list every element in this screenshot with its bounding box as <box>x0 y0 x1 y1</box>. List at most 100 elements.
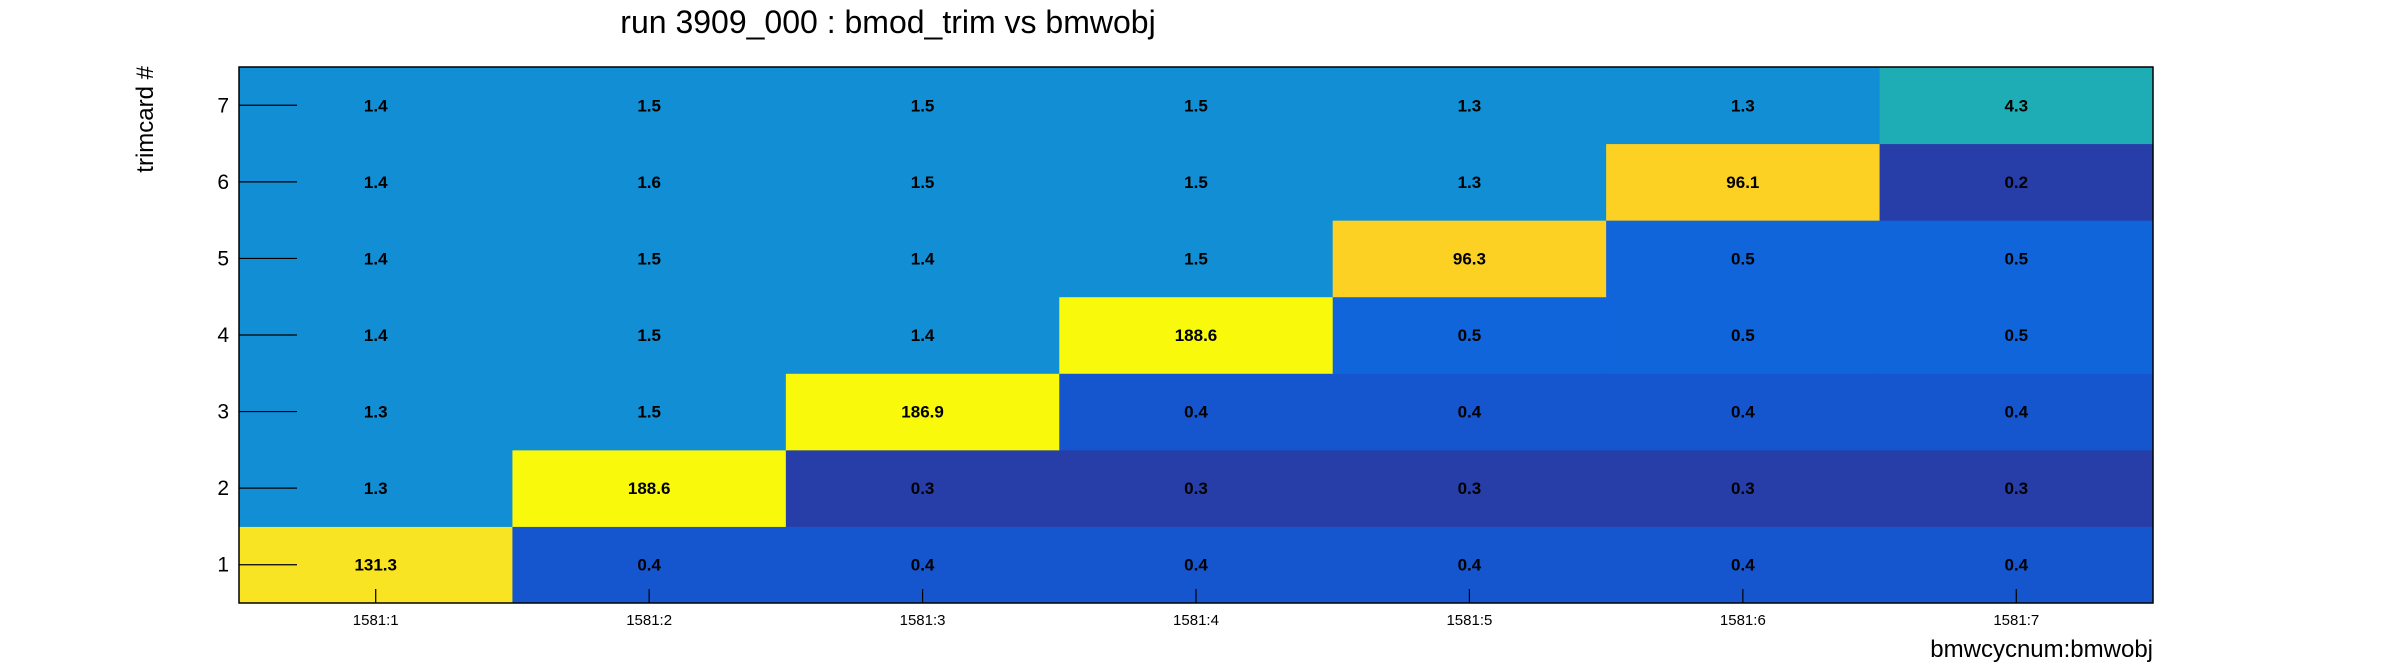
x-tick-label: 1581:6 <box>1720 612 1766 629</box>
cell-value-label: 1.4 <box>911 326 935 345</box>
cell-value-label: 0.4 <box>1731 556 1755 575</box>
cell-value-label: 4.3 <box>2004 96 2028 115</box>
heatmap-cell <box>512 220 787 298</box>
cell-value-label: 1.5 <box>911 173 935 192</box>
cell-value-label: 1.4 <box>911 249 935 268</box>
cell-value-label: 0.2 <box>2004 173 2028 192</box>
heatmap-cell <box>1879 67 2154 145</box>
cell-value-label: 1.3 <box>364 479 388 498</box>
x-tick-label: 1581:4 <box>1173 612 1219 629</box>
cell-value-label: 1.5 <box>1184 249 1208 268</box>
heatmap-cell <box>1332 220 1607 298</box>
x-tick-label: 1581:1 <box>353 612 399 629</box>
cell-value-label: 186.9 <box>901 403 944 422</box>
heatmap-cell <box>1606 373 1881 451</box>
x-tick-label: 1581:2 <box>626 612 672 629</box>
cell-value-label: 1.5 <box>637 326 661 345</box>
heatmap-cell <box>1879 143 2154 221</box>
cell-value-label: 0.4 <box>637 556 661 575</box>
heatmap-cell <box>1879 449 2154 527</box>
heatmap-cell <box>1332 373 1607 451</box>
x-tick-label: 1581:3 <box>900 612 946 629</box>
heatmap-cell <box>1332 67 1607 145</box>
cell-value-label: 0.3 <box>1731 479 1755 498</box>
cell-value-label: 1.5 <box>1184 96 1208 115</box>
cell-value-label: 0.4 <box>2004 556 2028 575</box>
heatmap-cell <box>1332 296 1607 374</box>
heatmap-cell <box>1059 220 1334 298</box>
cell-value-label: 96.3 <box>1453 249 1486 268</box>
cell-value-label: 0.5 <box>1731 326 1755 345</box>
y-axis-title: trimcard # <box>132 65 159 172</box>
heatmap-cell <box>1332 143 1607 221</box>
cell-value-label: 1.5 <box>637 96 661 115</box>
heatmap-cell <box>785 373 1060 451</box>
y-tick-label: 6 <box>217 171 229 194</box>
cell-value-label: 0.3 <box>1184 479 1208 498</box>
heatmap-cell <box>512 449 787 527</box>
cell-value-label: 0.5 <box>2004 249 2028 268</box>
y-tick-label: 4 <box>217 324 229 347</box>
cell-value-label: 0.4 <box>1458 556 1482 575</box>
y-tick-label: 7 <box>217 94 229 117</box>
cell-value-label: 1.5 <box>911 96 935 115</box>
heatmap-cell <box>1059 143 1334 221</box>
heatmap-cell <box>512 373 787 451</box>
heatmap-cells <box>239 67 2154 604</box>
y-tick-label: 2 <box>217 477 229 500</box>
heatmap-cell <box>1606 449 1881 527</box>
cell-value-label: 0.5 <box>1731 249 1755 268</box>
cell-value-label: 0.3 <box>1458 479 1482 498</box>
heatmap-cell <box>1059 67 1334 145</box>
x-axis-title: bmwcycnum:bmwobj <box>1930 636 2153 663</box>
heatmap-cell <box>1059 296 1334 374</box>
heatmap-cell <box>785 67 1060 145</box>
cell-value-label: 0.4 <box>1184 556 1208 575</box>
cell-value-label: 1.5 <box>1184 173 1208 192</box>
heatmap-cell <box>512 67 787 145</box>
axes: 1581:1 1581:2 1581:3 1581:4 1581:5 1581:6 1581… <box>217 66 2154 629</box>
cell-value-label: 1.4 <box>364 173 388 192</box>
cell-value-label: 0.5 <box>1458 326 1482 345</box>
cell-value-label: 1.4 <box>364 326 388 345</box>
x-tick-label: 1581:5 <box>1446 612 1492 629</box>
cell-value-label: 0.3 <box>2004 479 2028 498</box>
cell-value-label: 188.6 <box>628 479 671 498</box>
heatmap-cell <box>512 296 787 374</box>
chart-title: run 3909_000 : bmod_trim vs bmwobj <box>620 4 1155 40</box>
cell-value-label: 1.5 <box>637 249 661 268</box>
heatmap-cell <box>1879 296 2154 374</box>
cell-value-label: 0.5 <box>2004 326 2028 345</box>
heatmap-cell <box>512 143 787 221</box>
heatmap-cell <box>1879 373 2154 451</box>
heatmap-cell <box>785 449 1060 527</box>
cell-value-label: 1.3 <box>364 403 388 422</box>
cell-value-label: 131.3 <box>354 556 397 575</box>
heatmap-cell <box>785 296 1060 374</box>
cell-value-label: 0.3 <box>911 479 935 498</box>
heatmap-cell <box>785 220 1060 298</box>
heatmap-cell <box>785 143 1060 221</box>
heatmap-cell <box>1332 449 1607 527</box>
cell-value-label: 1.4 <box>364 249 388 268</box>
heatmap-cell <box>1606 220 1881 298</box>
y-tick-label: 1 <box>217 554 229 577</box>
y-tick-label: 3 <box>217 401 229 424</box>
cell-value-label: 0.4 <box>2004 403 2028 422</box>
x-tick-label: 1581:7 <box>1993 612 2039 629</box>
cell-value-label: 0.4 <box>1458 403 1482 422</box>
cell-value-label: 188.6 <box>1175 326 1218 345</box>
heatmap-cell <box>1606 296 1881 374</box>
cell-value-label: 0.4 <box>1731 403 1755 422</box>
y-tick-label: 5 <box>217 247 229 270</box>
cell-value-label: 0.4 <box>1184 403 1208 422</box>
heatmap-cell <box>1879 220 2154 298</box>
cell-value-label: 1.6 <box>637 173 661 192</box>
cell-value-label: 1.3 <box>1458 96 1482 115</box>
cell-value-label: 0.4 <box>911 556 935 575</box>
heatmap-cell <box>1606 67 1881 145</box>
cell-value-label: 96.1 <box>1726 173 1759 192</box>
heatmap-cell <box>1606 143 1881 221</box>
cell-labels: 131.3 0.4 0.4 0.4 0.4 0.4 0.4 1.3 188.6 0.3 0.3 0.3… <box>354 96 2028 574</box>
